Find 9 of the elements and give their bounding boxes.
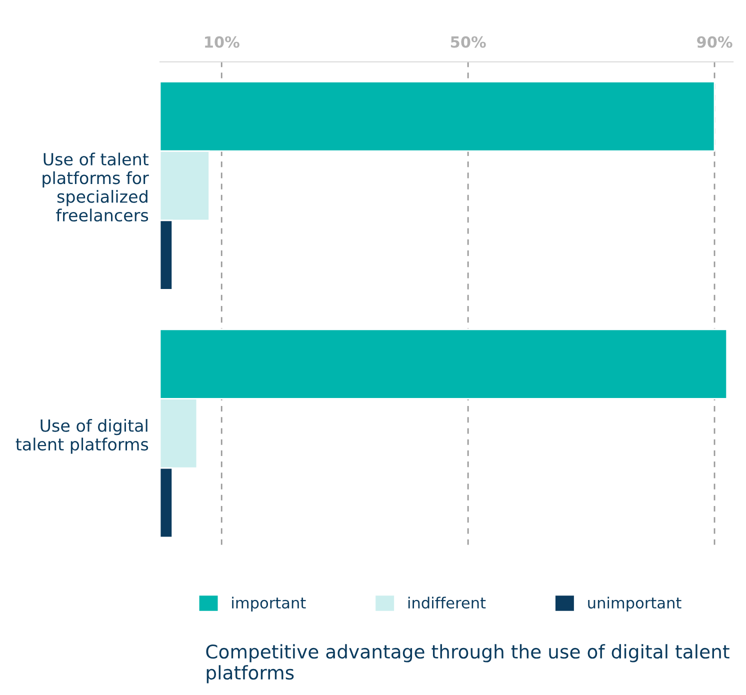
x-tick-label: 10% — [205, 36, 240, 48]
x-tick-label: 90% — [697, 36, 732, 48]
y-tick-label: Use of talent platforms for specialized freelancers — [42, 152, 149, 222]
y-tick-label: Use of digital talent platforms — [16, 419, 148, 454]
legend-label: indifferent — [408, 596, 486, 609]
legend-label: important — [232, 596, 306, 612]
legend-label: unimportant — [588, 596, 682, 612]
x-tick-label: 50% — [450, 36, 486, 48]
text: Competitive advantage through the use of digital talent platforms — [206, 644, 730, 684]
